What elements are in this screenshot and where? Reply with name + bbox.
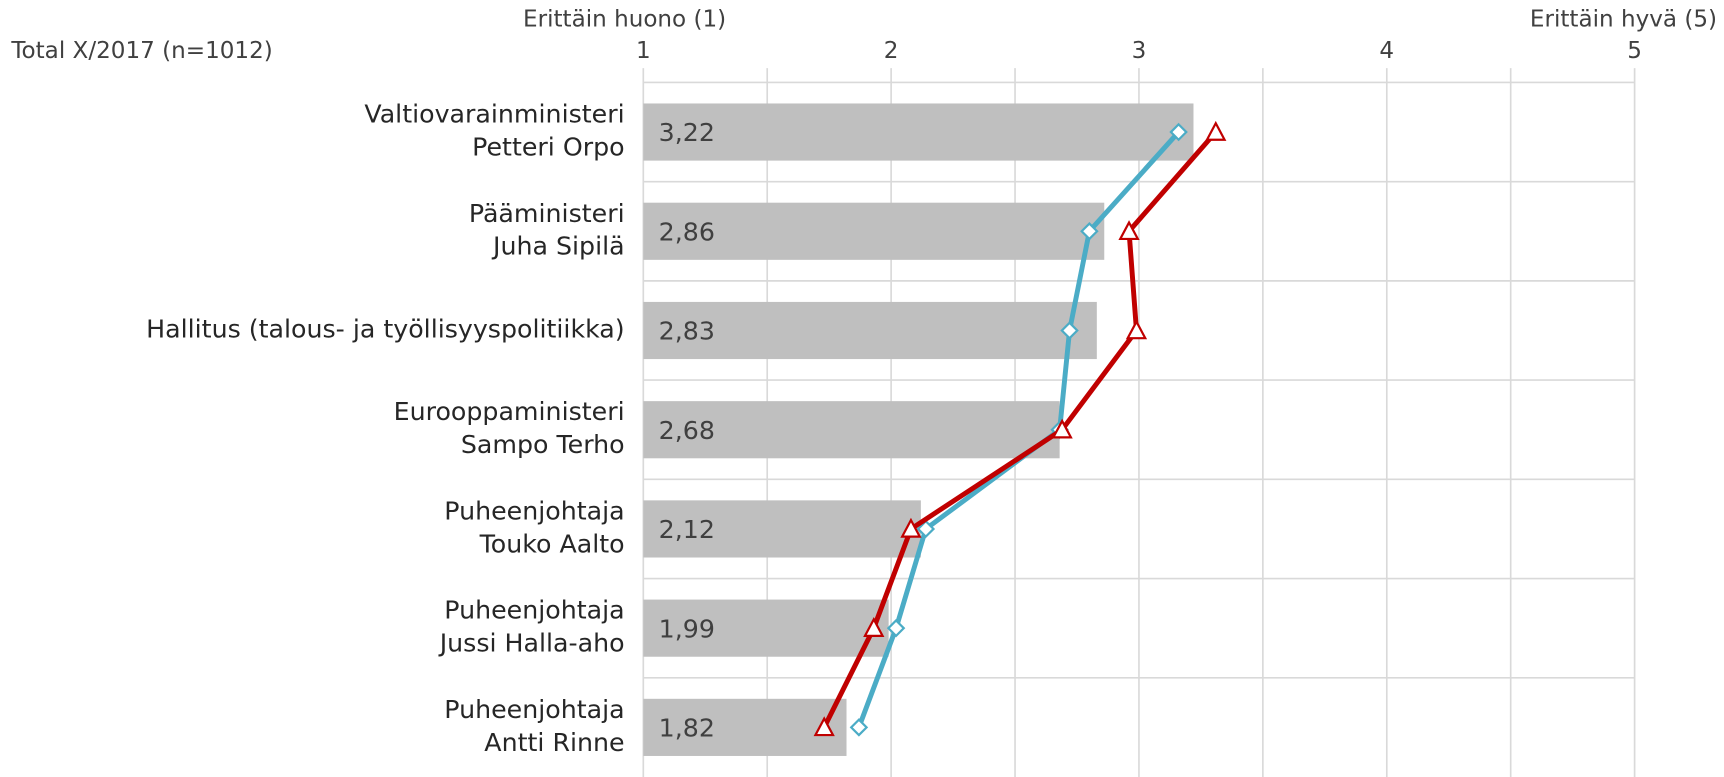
marker: [863, 617, 885, 637]
marker: [1169, 122, 1188, 142]
category-label: Puheenjohtaja Jussi Halla-aho: [438, 596, 625, 658]
bar: [643, 599, 889, 657]
category-label: Eurooppaministeri Sampo Terho: [394, 397, 625, 459]
value-label: 1,82: [659, 714, 715, 743]
bar: [643, 103, 1194, 161]
x-label-right: Erittäin hyvä (5): [1530, 6, 1717, 32]
marker: [886, 618, 906, 638]
x-label-left: Erittäin huono (1): [523, 6, 726, 32]
x-tick-label: 5: [1627, 38, 1642, 64]
x-tick-label: 3: [1132, 38, 1147, 64]
value-label: 1,99: [659, 614, 715, 643]
x-tick-label: 4: [1379, 38, 1394, 64]
value-label: 2,83: [659, 317, 715, 346]
marker: [916, 519, 936, 539]
category-label: Puheenjohtaja Touko Aalto: [444, 496, 624, 558]
category-label: Puheenjohtaja Antti Rinne: [444, 695, 624, 757]
marker: [900, 517, 922, 538]
category-label: Valtiovarainministeri Petteri Orpo: [364, 100, 624, 162]
marker: [1125, 319, 1148, 340]
value-label: 2,68: [659, 416, 715, 445]
x-tick-label: 1: [636, 38, 651, 64]
value-label: 3,22: [659, 118, 715, 147]
marker: [813, 716, 835, 737]
x-tick-label: 2: [884, 38, 899, 64]
bar: [643, 301, 1097, 360]
marker: [1051, 418, 1073, 439]
subtitle: Total X/2017 (n=1012): [10, 38, 272, 64]
category-label: Hallitus (talous- ja työllisyyspolitiikk…: [146, 314, 624, 343]
marker: [849, 718, 869, 737]
marker: [1080, 222, 1099, 241]
bar: [643, 698, 847, 756]
value-label: 2,86: [659, 217, 715, 246]
marker: [1060, 321, 1079, 340]
marker: [1118, 220, 1140, 241]
bar: [643, 401, 1060, 459]
value-label: 2,12: [659, 515, 715, 544]
category-label: Pääministeri Juha Sipilä: [469, 199, 625, 261]
marker: [1205, 120, 1227, 141]
bar: [643, 500, 921, 558]
bar: [643, 202, 1105, 260]
